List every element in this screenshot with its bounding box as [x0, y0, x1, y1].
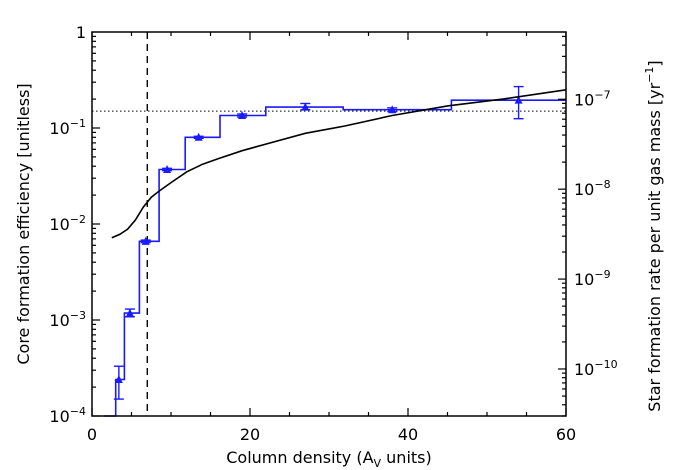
- x-axis-title-sub: V: [374, 457, 382, 470]
- right-tick-label: 10−10: [574, 358, 618, 379]
- left-axis-title: Core formation efficiency [unitless]: [14, 83, 33, 364]
- x-axis-title-tail: units): [381, 448, 432, 467]
- tick-marks: [91, 32, 567, 417]
- data-point-marker: [514, 95, 523, 104]
- plot-area: [92, 32, 567, 417]
- left-tick-label: 10−1: [49, 117, 86, 138]
- x-axis-title: Column density (AV units): [226, 448, 432, 470]
- star-formation-rate-curve: [111, 89, 567, 239]
- plot-frame: [91, 31, 567, 417]
- right-axis-title-sup: −1: [643, 67, 656, 83]
- data-point-marker: [301, 102, 310, 111]
- right-axis-title-tail: ]: [645, 60, 664, 66]
- left-tick-label: 10−3: [49, 309, 86, 330]
- data-point-marker: [163, 164, 172, 173]
- right-tick-label: 10−9: [574, 268, 611, 289]
- right-tick-label: 10−7: [574, 88, 611, 109]
- left-tick-label: 10−4: [49, 405, 86, 426]
- data-point-marker: [125, 308, 134, 317]
- data-point-marker: [141, 236, 150, 245]
- data-point-marker: [114, 374, 123, 383]
- x-tick-label: 40: [398, 425, 418, 444]
- x-tick-label: 0: [87, 425, 97, 444]
- right-axis-title: Star formation rate per unit gas mass [y…: [643, 60, 664, 411]
- tick-labels: 0 20 40 60 10−4 10−3 10−2 10−1 1 10−10 10−9 10−8 10−…: [49, 23, 617, 444]
- right-tick-label: 10−8: [574, 178, 611, 199]
- axes: [91, 31, 567, 417]
- x-axis-title-main: Column density (A: [226, 448, 373, 467]
- left-tick-label: 10−2: [49, 213, 86, 234]
- x-tick-label: 20: [240, 425, 260, 444]
- x-tick-label: 60: [556, 425, 576, 444]
- data-point-marker: [194, 132, 203, 141]
- right-axis-title-main: Star formation rate per unit gas mass [y…: [645, 82, 664, 411]
- efficiency-step-line: [103, 99, 566, 417]
- data-point-marker: [388, 105, 397, 114]
- left-tick-label: 1: [76, 23, 86, 42]
- data-point-marker: [238, 110, 247, 119]
